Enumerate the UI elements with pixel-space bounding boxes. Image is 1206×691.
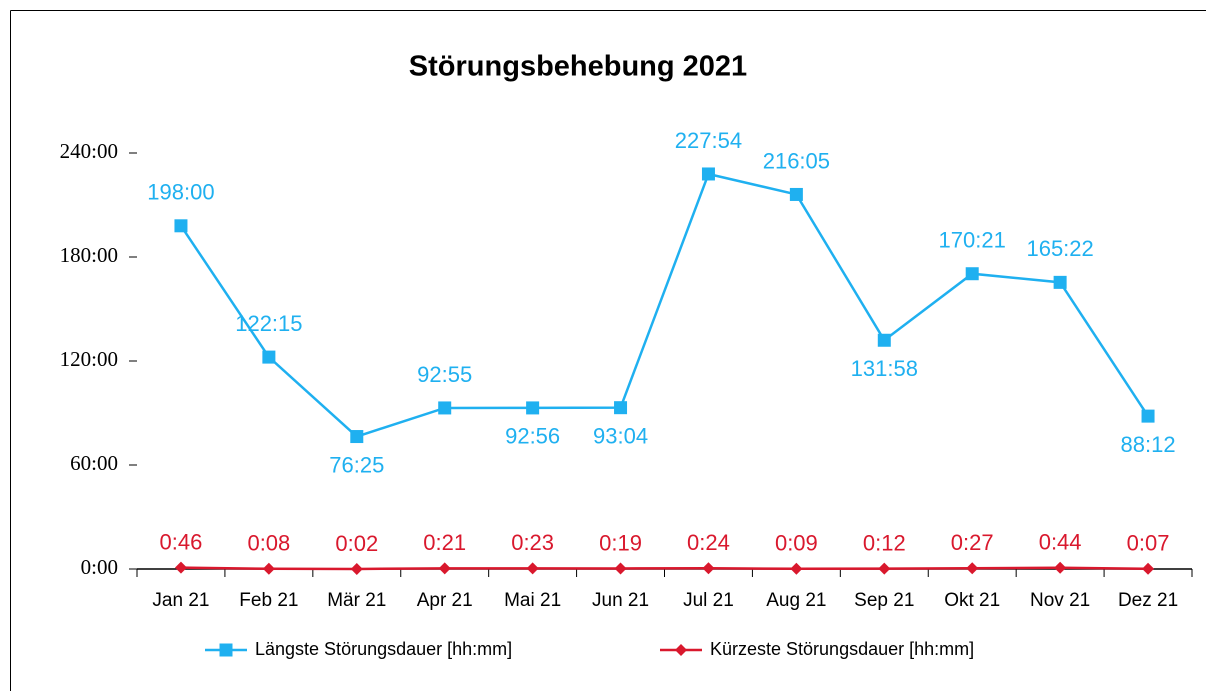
- marker: [262, 350, 276, 364]
- data-label: 0:09: [775, 531, 818, 556]
- marker: [1053, 275, 1067, 289]
- x-tick-label: Nov 21: [1030, 590, 1090, 611]
- x-tick-label: Jun 21: [592, 590, 649, 611]
- y-tick-label: 0:00: [81, 555, 118, 579]
- marker: [526, 562, 539, 575]
- data-label: 88:12: [1121, 432, 1176, 457]
- marker: [614, 401, 628, 415]
- marker: [438, 562, 451, 575]
- chart-title: Störungsbehebung 2021: [409, 51, 747, 83]
- y-tick-label: 240:00: [60, 139, 118, 163]
- data-label: 0:02: [335, 531, 378, 556]
- marker: [174, 561, 187, 574]
- marker: [701, 167, 715, 181]
- x-tick-label: Aug 21: [766, 590, 826, 611]
- data-label: 0:23: [511, 530, 554, 555]
- data-label: 0:21: [423, 530, 466, 555]
- x-tick-label: Mai 21: [504, 590, 561, 611]
- data-label: 122:15: [235, 311, 302, 336]
- data-label: 227:54: [675, 128, 742, 153]
- data-label: 216:05: [763, 148, 830, 173]
- data-label: 0:08: [247, 531, 290, 556]
- data-label: 0:44: [1039, 530, 1082, 555]
- series-line: [179, 172, 1150, 438]
- data-label: 170:21: [939, 228, 1006, 253]
- data-label: 92:55: [417, 362, 472, 387]
- marker: [878, 562, 891, 575]
- data-label: 76:25: [329, 452, 384, 477]
- data-label: 0:27: [951, 530, 994, 555]
- y-tick-label: 60:00: [70, 451, 118, 475]
- marker: [877, 333, 891, 347]
- marker: [790, 562, 803, 575]
- marker: [219, 643, 233, 657]
- x-tick-label: Dez 21: [1118, 590, 1178, 611]
- data-label: 131:58: [851, 356, 918, 381]
- x-tick-label: Mär 21: [327, 590, 386, 611]
- data-label: 93:04: [593, 423, 648, 448]
- marker: [350, 562, 363, 575]
- marker: [702, 562, 715, 575]
- data-label: 0:12: [863, 530, 906, 555]
- x-tick-label: Sep 21: [854, 590, 914, 611]
- marker: [675, 644, 687, 656]
- data-label: 0:19: [599, 530, 642, 555]
- x-tick-label: Feb 21: [239, 590, 298, 611]
- marker: [350, 430, 364, 444]
- data-label: 0:07: [1127, 531, 1170, 556]
- data-label: 0:46: [160, 529, 203, 554]
- marker: [262, 562, 275, 575]
- x-tick-label: Jan 21: [152, 590, 209, 611]
- marker: [438, 401, 452, 415]
- marker: [1054, 561, 1067, 574]
- data-label: 0:24: [687, 530, 730, 555]
- data-label: 92:56: [505, 424, 560, 449]
- y-tick-label: 120:00: [60, 347, 118, 371]
- x-tick-label: Okt 21: [944, 590, 1000, 611]
- marker: [966, 562, 979, 575]
- legend-label: Kürzeste Störungsdauer [hh:mm]: [710, 639, 974, 659]
- marker: [965, 267, 979, 281]
- marker: [174, 219, 188, 233]
- marker: [1141, 409, 1155, 423]
- marker: [526, 401, 540, 415]
- y-tick-label: 180:00: [60, 243, 118, 267]
- series-line: [180, 566, 1149, 571]
- data-label: 165:22: [1026, 236, 1093, 261]
- marker: [1142, 562, 1155, 575]
- legend-label: Längste Störungsdauer [hh:mm]: [255, 639, 512, 659]
- x-tick-label: Apr 21: [417, 590, 473, 611]
- marker: [614, 562, 627, 575]
- x-tick-label: Jul 21: [683, 590, 734, 611]
- data-label: 198:00: [147, 180, 214, 205]
- marker: [789, 187, 803, 201]
